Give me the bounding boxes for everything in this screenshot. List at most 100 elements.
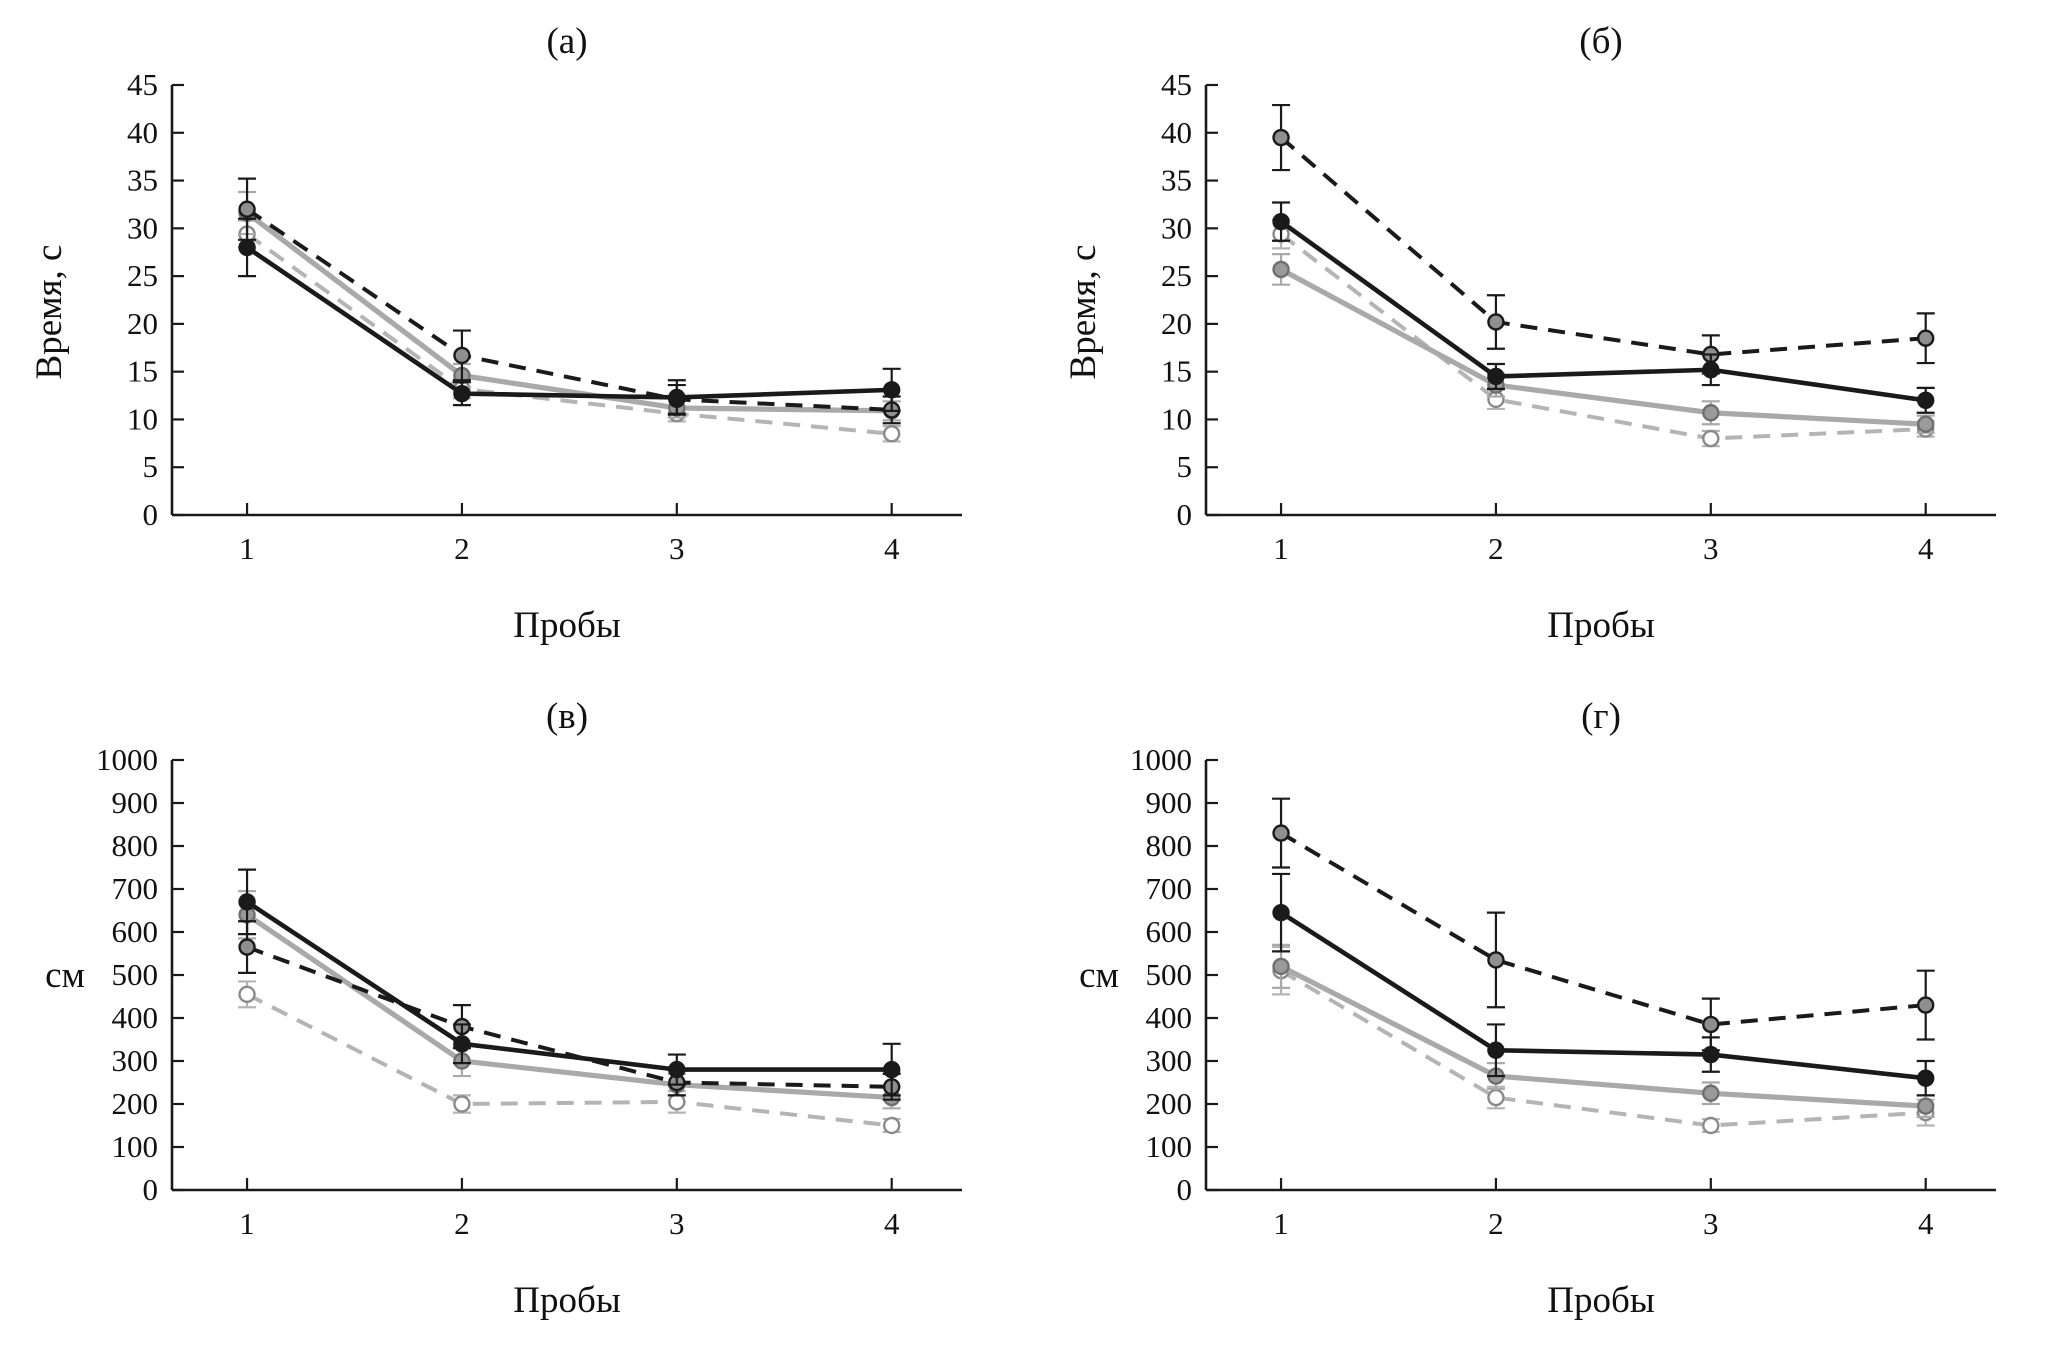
x-tick-label: 3 xyxy=(1703,531,1719,566)
data-point-marker xyxy=(1702,429,1720,447)
panel-title: (в) xyxy=(546,696,588,737)
series-line xyxy=(1279,219,1927,403)
data-point-marker xyxy=(238,238,256,256)
y-tick-label: 300 xyxy=(1146,1043,1193,1078)
y-tick-label: 20 xyxy=(127,305,158,340)
chart-svg-b: (б) 0 5 10 15 20 25 30 35 40 45 1 2 3 4 Пробы Время, с xyxy=(1063,21,1996,646)
data-point-marker xyxy=(1272,260,1290,278)
series-gray-dashed xyxy=(238,979,901,1134)
series-line xyxy=(245,899,892,1072)
data-point-marker xyxy=(882,380,901,399)
y-tick-label: 35 xyxy=(1161,162,1192,197)
x-tick-label: 2 xyxy=(1488,1206,1504,1241)
series-gray-dashed xyxy=(1272,945,1935,1134)
y-tick-label: 200 xyxy=(1146,1086,1193,1121)
y-tick-label: 900 xyxy=(112,785,159,820)
series-line xyxy=(1280,830,1926,1026)
data-point-marker xyxy=(882,1060,901,1078)
y-tick-label: 45 xyxy=(1161,67,1192,102)
series-line xyxy=(245,245,892,400)
series-line xyxy=(245,207,892,412)
panel-title: (а) xyxy=(546,21,587,62)
y-tick-label: 500 xyxy=(112,957,159,992)
x-tick-label: 3 xyxy=(669,531,685,566)
y-tick-label: 0 xyxy=(1177,1172,1193,1207)
y-tick-label: 15 xyxy=(127,353,158,388)
y-tick-label: 200 xyxy=(112,1086,159,1121)
chart-panel-v: (в) 0 100 200 300 400 500 600 700 800 900 1000 1 2 3 4 П… xyxy=(0,675,1034,1350)
data-point-marker xyxy=(238,985,256,1003)
data-point-marker xyxy=(1272,903,1290,921)
x-tick-label: 3 xyxy=(669,1206,685,1241)
y-tick-label: 30 xyxy=(1161,210,1192,245)
data-point-marker xyxy=(453,1034,471,1052)
data-point-marker xyxy=(1702,1116,1720,1134)
y-tick-label: 800 xyxy=(1146,828,1193,863)
x-axis-label: Пробы xyxy=(513,1280,620,1321)
y-tick-label: 30 xyxy=(127,210,158,245)
data-point-marker xyxy=(668,1092,686,1111)
series-gray-solid xyxy=(238,889,901,1109)
chart-panel-a: (а) 0 5 10 15 20 25 30 35 40 45 1 2 3 4 Пробы Время, с xyxy=(0,0,1034,675)
y-tick-label: 25 xyxy=(1161,258,1192,293)
series-black-solid xyxy=(238,868,901,1096)
chart-svg-a: (а) 0 5 10 15 20 25 30 35 40 45 1 2 3 4 Пробы Время, с xyxy=(29,21,962,646)
y-tick-label: 5 xyxy=(143,449,159,484)
y-tick-label: 10 xyxy=(127,401,158,436)
y-tick-label: 700 xyxy=(112,871,159,906)
data-point-marker xyxy=(668,388,686,406)
x-tick-label: 4 xyxy=(884,1206,900,1241)
data-point-marker xyxy=(1702,1045,1720,1063)
data-point-marker xyxy=(1487,950,1505,969)
data-point-marker xyxy=(1916,391,1935,409)
y-tick-label: 15 xyxy=(1161,353,1192,388)
x-tick-label: 4 xyxy=(1918,1206,1934,1241)
y-tick-label: 20 xyxy=(1161,305,1192,340)
y-tick-label: 40 xyxy=(1161,114,1192,149)
data-point-marker xyxy=(238,937,256,956)
series-line xyxy=(1279,135,1926,356)
chart-svg-v: (в) 0 100 200 300 400 500 600 700 800 900 1000 1 2 3 4 П… xyxy=(45,696,962,1321)
x-tick-label: 3 xyxy=(1703,1206,1719,1241)
data-point-marker xyxy=(1487,367,1505,385)
data-point-marker xyxy=(1487,1088,1505,1106)
panel-title: (б) xyxy=(1579,21,1622,62)
series-black-solid xyxy=(238,217,901,416)
x-tick-label: 2 xyxy=(454,1206,470,1241)
data-point-marker xyxy=(1487,312,1505,331)
data-point-marker xyxy=(1916,1096,1935,1115)
series-line xyxy=(1279,910,1926,1080)
y-tick-label: 600 xyxy=(112,914,159,949)
chart-panel-b: (б) 0 5 10 15 20 25 30 35 40 45 1 2 3 4 Пробы Время, с xyxy=(1034,0,2068,675)
data-point-marker xyxy=(453,346,471,364)
x-tick-label: 1 xyxy=(1273,531,1289,566)
x-axis-label: Пробы xyxy=(1547,1280,1654,1321)
chart-panel-g: (г) 0 100 200 300 400 500 600 700 800 900 1000 1 2 3 4 П… xyxy=(1034,675,2068,1350)
x-axis-label: Пробы xyxy=(1547,605,1654,646)
y-tick-label: 10 xyxy=(1161,401,1192,436)
y-tick-label: 100 xyxy=(112,1129,159,1164)
y-tick-label: 0 xyxy=(143,497,159,532)
y-axis-label: см xyxy=(45,955,85,996)
y-tick-label: 800 xyxy=(112,828,159,863)
series-black-dashed xyxy=(1272,797,1935,1051)
series-line xyxy=(245,210,892,413)
series-line xyxy=(246,992,892,1127)
data-point-marker xyxy=(1916,1069,1935,1087)
data-point-marker xyxy=(453,384,471,402)
data-point-marker xyxy=(1702,1084,1720,1102)
data-point-marker xyxy=(882,424,901,442)
data-point-marker xyxy=(1272,212,1290,230)
series-gray-solid xyxy=(1272,943,1935,1118)
series-line xyxy=(1279,266,1926,427)
data-point-marker xyxy=(1916,415,1935,433)
y-tick-label: 45 xyxy=(127,67,158,102)
x-tick-label: 1 xyxy=(239,531,255,566)
x-tick-label: 4 xyxy=(1918,531,1934,566)
y-axis-label: Время, с xyxy=(1063,244,1104,379)
data-point-marker xyxy=(1272,957,1290,975)
series-line xyxy=(1279,963,1926,1109)
y-tick-label: 300 xyxy=(112,1043,159,1078)
series-line xyxy=(245,231,892,436)
data-point-marker xyxy=(1272,823,1290,842)
